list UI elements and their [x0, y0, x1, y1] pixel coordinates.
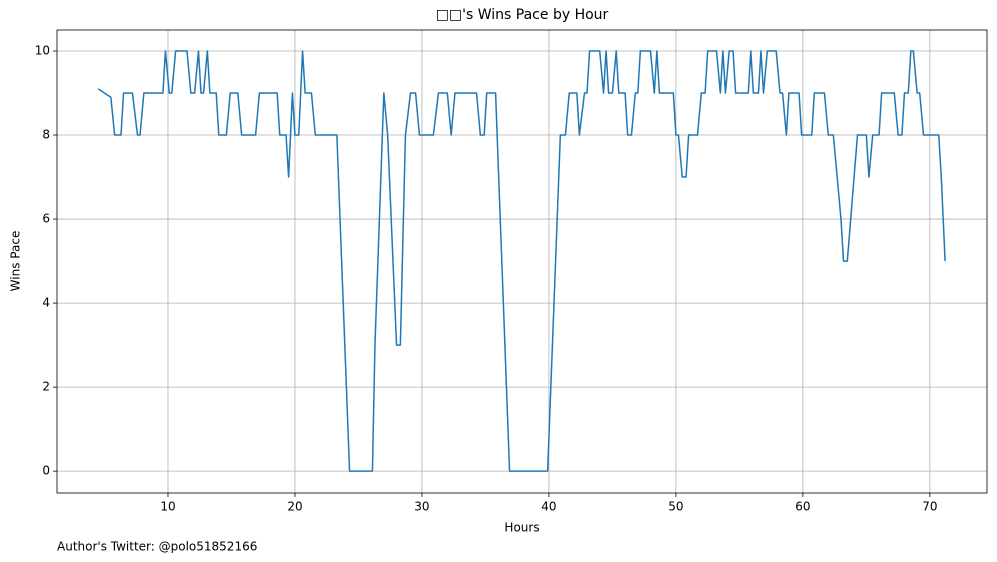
x-tick-label: 60 [795, 500, 810, 514]
y-tick-label: 0 [42, 464, 50, 478]
x-tick-label: 30 [414, 500, 429, 514]
x-tick-label: 70 [922, 500, 937, 514]
x-axis-label: Hours [504, 521, 539, 535]
x-tick-label: 40 [541, 500, 556, 514]
y-tick-label: 2 [42, 380, 50, 394]
x-tick-label: 20 [287, 500, 302, 514]
line [97, 50, 946, 472]
y-tick-label: 8 [42, 128, 50, 142]
x-tick-label: 50 [668, 500, 683, 514]
y-tick-label: 6 [42, 212, 50, 226]
chart-title: □□'s Wins Pace by Hour [436, 7, 609, 23]
plot-frame [56, 29, 988, 494]
y-tick-label: 4 [42, 296, 50, 310]
x-tick-label: 10 [160, 500, 175, 514]
footnote: Author's Twitter: @polo51852166 [57, 540, 257, 554]
y-tick-label: 10 [35, 44, 50, 58]
y-axis-label: Wins Pace [9, 231, 23, 292]
